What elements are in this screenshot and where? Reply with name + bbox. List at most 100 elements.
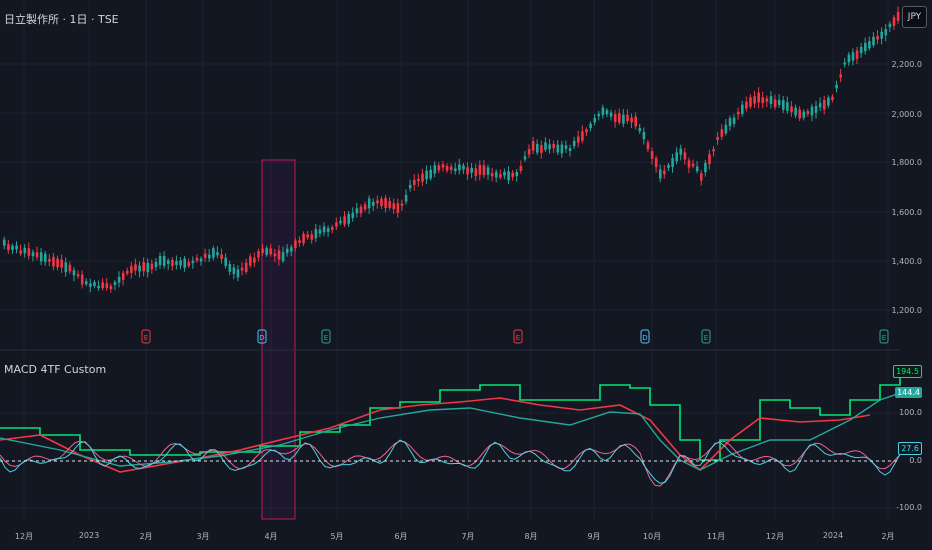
- candle: [847, 54, 851, 63]
- candle: [343, 216, 346, 225]
- candle: [376, 200, 379, 204]
- candle: [585, 129, 588, 133]
- macd-value-tag: 194.5: [893, 365, 922, 378]
- candle: [117, 276, 121, 283]
- earnings-marker: [141, 329, 151, 344]
- candle: [749, 97, 752, 107]
- event-marker-label: E: [516, 334, 520, 342]
- candle: [802, 111, 806, 118]
- candle: [777, 99, 781, 106]
- candle: [515, 171, 519, 177]
- candle: [876, 35, 879, 40]
- candle: [712, 149, 715, 152]
- candle: [392, 203, 396, 210]
- candle: [601, 107, 605, 116]
- candle: [203, 253, 207, 258]
- date-range-highlight[interactable]: [261, 159, 296, 520]
- candle: [454, 168, 457, 172]
- candle: [458, 164, 461, 171]
- candle: [187, 261, 191, 266]
- candle: [478, 164, 482, 175]
- candle: [646, 142, 650, 150]
- candle: [445, 165, 449, 171]
- candle: [884, 29, 888, 36]
- candle: [618, 113, 621, 123]
- candle: [11, 245, 14, 250]
- candle: [810, 106, 814, 116]
- candle: [782, 100, 785, 110]
- candle: [249, 256, 252, 266]
- candle: [195, 257, 199, 261]
- currency-button[interactable]: JPY: [902, 6, 927, 28]
- candle: [212, 248, 215, 258]
- candle: [814, 106, 818, 113]
- candle: [322, 226, 326, 233]
- candle: [302, 233, 305, 244]
- time-axis-label: 2023: [78, 531, 100, 540]
- macd-axis-label: -100.0: [896, 503, 922, 512]
- candle: [44, 253, 47, 262]
- candle: [741, 104, 744, 114]
- candle: [695, 166, 699, 172]
- candle: [150, 263, 154, 270]
- candle: [154, 261, 158, 268]
- candle: [326, 228, 330, 232]
- candle: [704, 162, 707, 173]
- candle: [429, 169, 432, 179]
- time-axis-label: 10月: [642, 532, 662, 541]
- candle: [413, 179, 416, 185]
- candle: [367, 198, 371, 209]
- candle: [609, 112, 613, 117]
- candle: [56, 258, 59, 268]
- event-marker-label: E: [324, 334, 328, 342]
- candle: [470, 167, 473, 173]
- candle: [691, 163, 695, 167]
- candle: [277, 250, 281, 260]
- candle: [126, 270, 129, 274]
- candle: [19, 250, 22, 254]
- candle: [466, 167, 469, 175]
- time-axis-label: 5月: [330, 532, 344, 541]
- candle: [449, 166, 453, 170]
- candle: [634, 116, 637, 127]
- candle: [490, 173, 494, 177]
- time-axis-label: 12月: [765, 532, 785, 541]
- candle: [339, 220, 342, 224]
- candle: [372, 201, 375, 206]
- candle: [64, 262, 68, 273]
- candle: [593, 117, 596, 123]
- candle: [216, 252, 219, 256]
- indicator-title[interactable]: MACD 4TF Custom: [4, 363, 107, 376]
- candle: [80, 274, 84, 285]
- price-axis-label: 1,400.0: [891, 257, 922, 266]
- candle: [827, 97, 830, 106]
- candle: [52, 256, 55, 267]
- time-axis-label: 4月: [264, 532, 278, 541]
- candle: [310, 234, 314, 240]
- macd-lines: [0, 368, 901, 487]
- time-axis-label: 6月: [394, 532, 408, 541]
- candle: [794, 107, 797, 116]
- candle: [540, 145, 543, 153]
- candle: [380, 198, 383, 207]
- candle: [622, 114, 625, 124]
- candle: [294, 240, 297, 249]
- candle: [581, 131, 584, 141]
- candle: [167, 260, 170, 264]
- candle: [437, 165, 441, 171]
- candle: [175, 261, 178, 265]
- candle: [531, 141, 535, 151]
- candle: [786, 102, 789, 111]
- candle: [761, 97, 765, 104]
- candle: [687, 160, 691, 168]
- candle: [577, 136, 580, 143]
- price-axis-label: 1,800.0: [891, 158, 922, 167]
- candle: [306, 234, 309, 238]
- candle: [179, 260, 182, 266]
- candle: [232, 267, 236, 274]
- symbol-title[interactable]: 日立製作所 · 1日 · TSE: [4, 13, 119, 26]
- macd-value-tag: 27.6: [898, 442, 922, 455]
- candle: [552, 143, 555, 149]
- event-marker-label: D: [259, 334, 264, 342]
